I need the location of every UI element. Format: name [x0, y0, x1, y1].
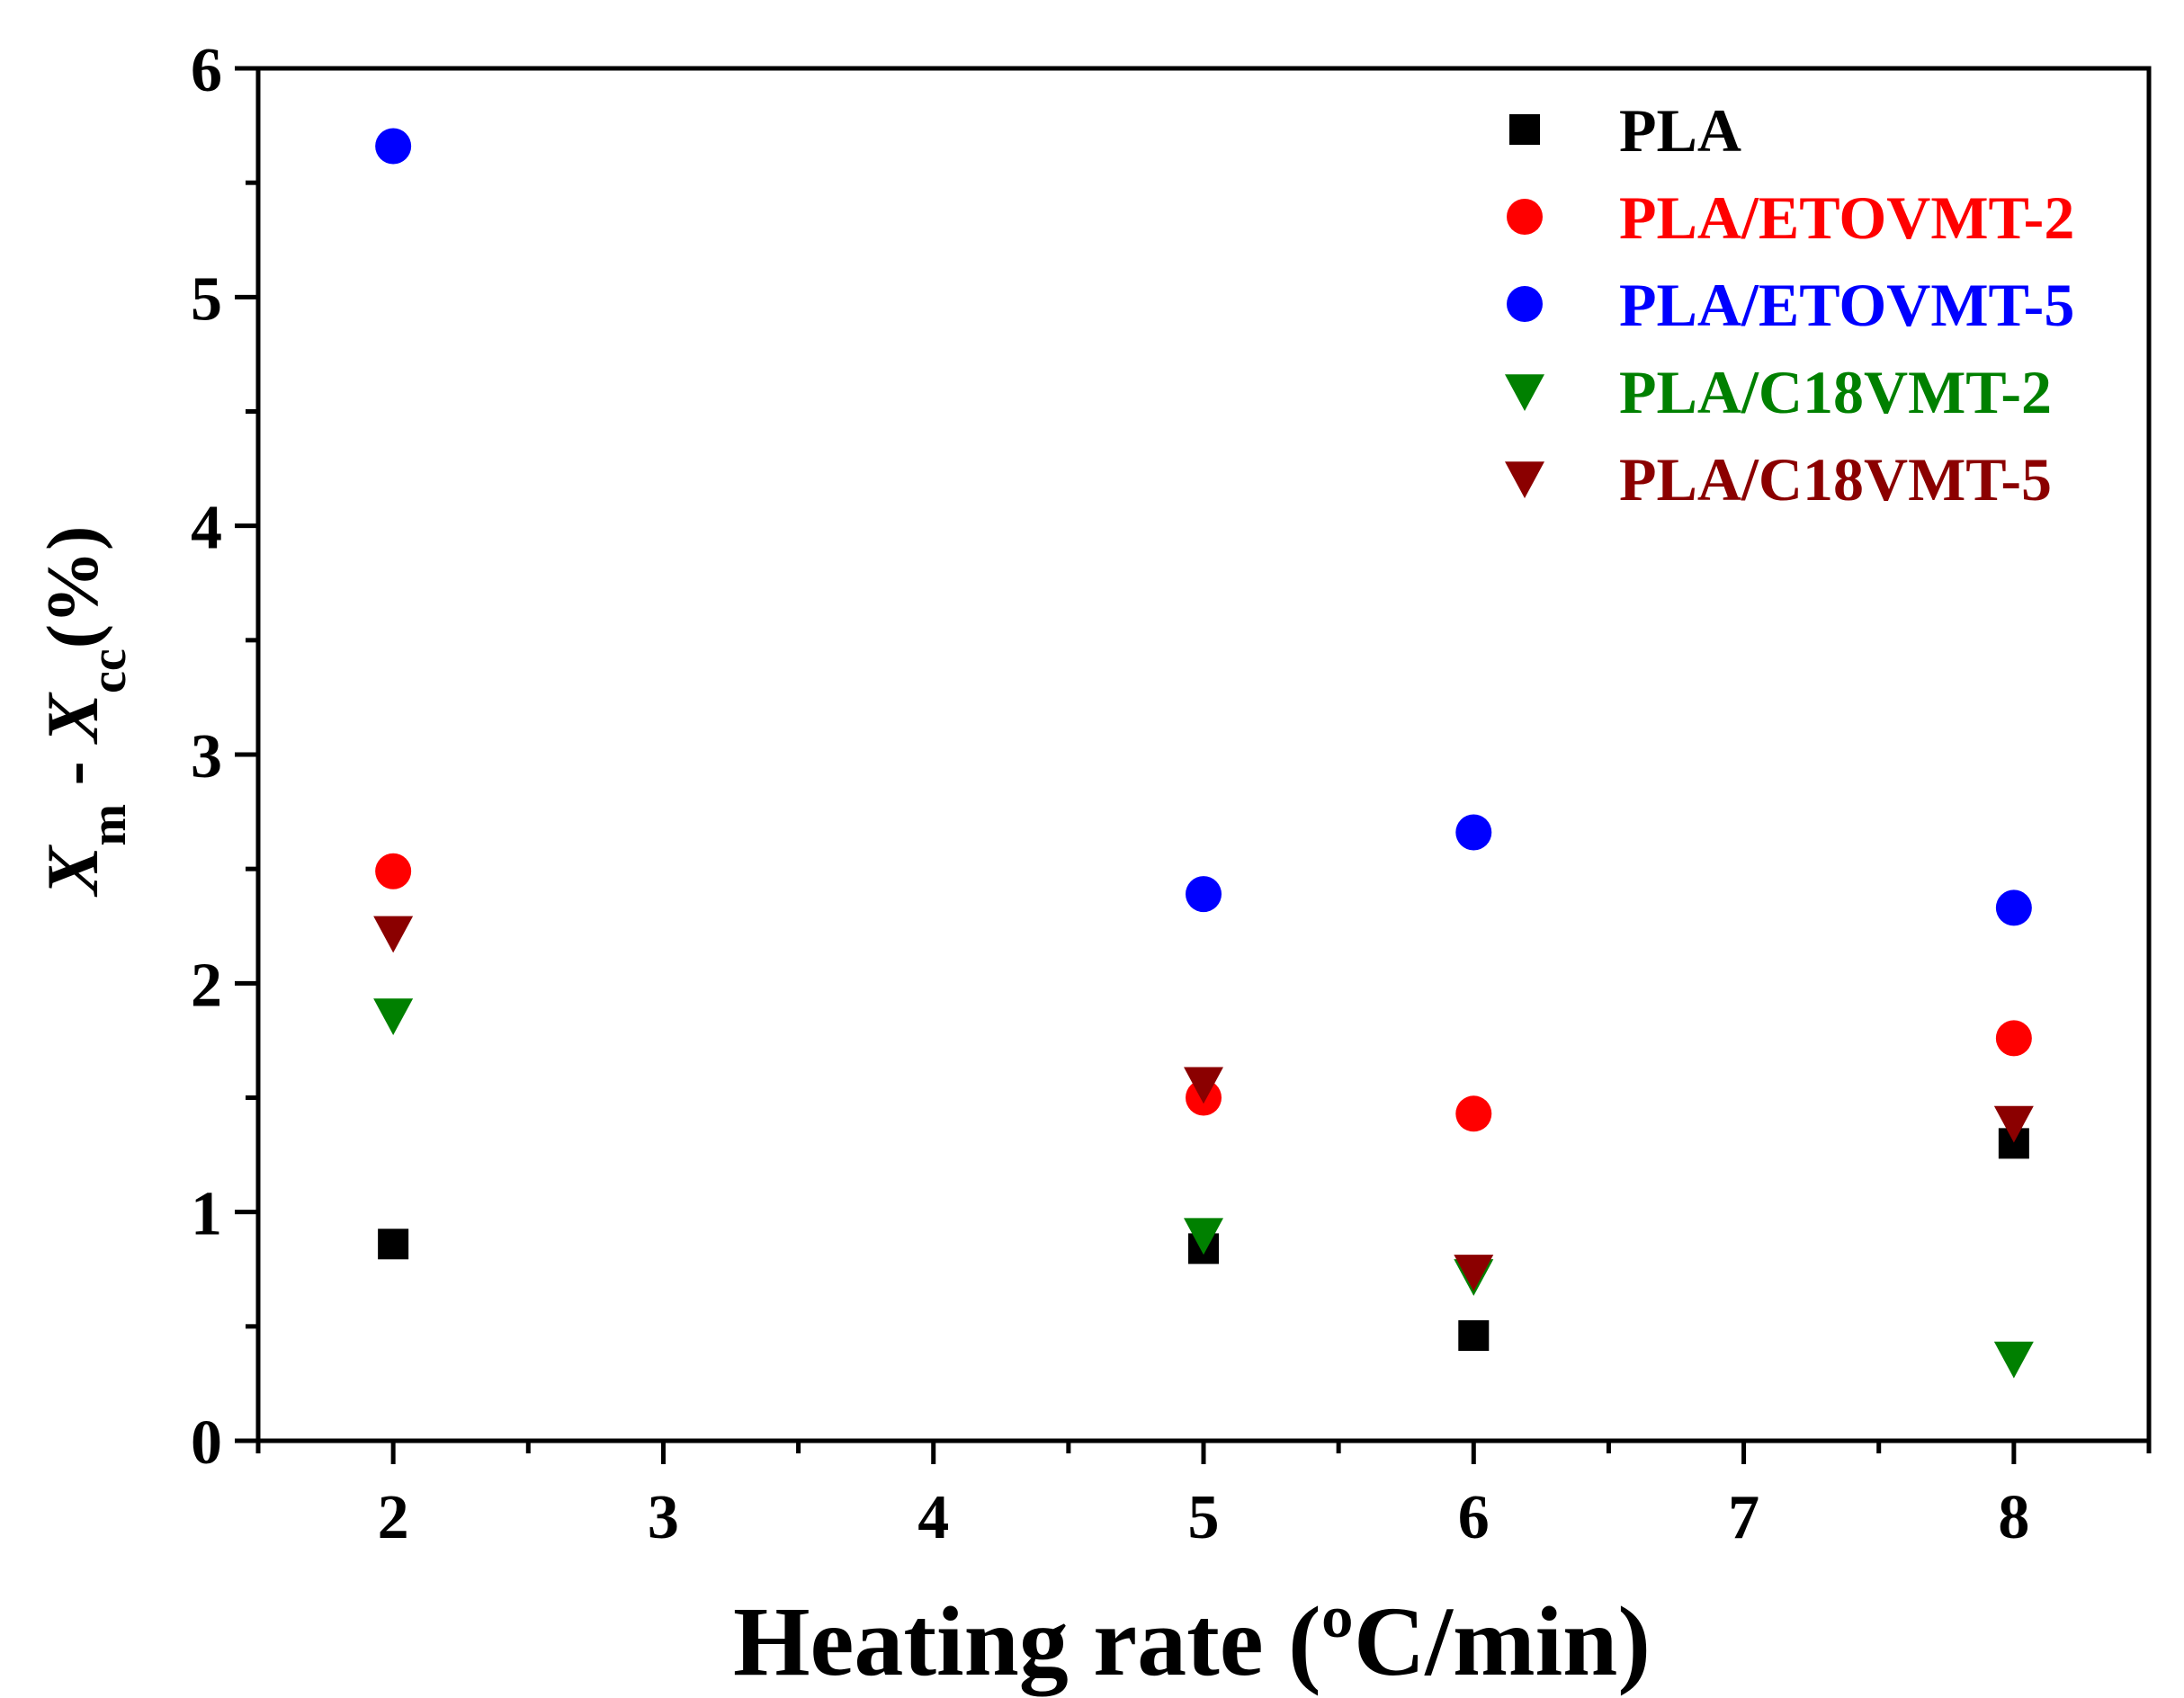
y-axis-title: Xm - Xcc(%)	[31, 526, 137, 898]
x-tick-label: 4	[917, 1483, 949, 1552]
y-title-x2: X	[31, 692, 113, 746]
legend-label: PLA/C18VMT-5	[1619, 445, 2052, 514]
data-point	[378, 1229, 409, 1260]
legend-marker	[1505, 374, 1544, 411]
legend-label: PLA/ETOVMT-5	[1619, 271, 2074, 339]
legend-label: PLA/ETOVMT-2	[1619, 183, 2074, 252]
y-tick-label: 2	[191, 951, 222, 1020]
y-tick-label: 0	[191, 1408, 222, 1478]
legend-label: PLA	[1619, 96, 1741, 165]
y-title-x1: X	[31, 844, 113, 898]
x-tick-label: 3	[648, 1483, 679, 1552]
x-tick-label: 8	[1998, 1483, 2029, 1552]
data-point	[1454, 1255, 1494, 1291]
y-title-separator: -	[31, 743, 113, 804]
x-tick-label: 7	[1728, 1483, 1759, 1552]
data-point	[1458, 1320, 1490, 1352]
legend-marker	[1509, 114, 1540, 145]
data-point	[373, 916, 414, 953]
data-point	[1993, 1341, 2034, 1379]
legend-marker	[1505, 461, 1544, 498]
data-point	[1995, 889, 2032, 926]
y-title-sub-cc: cc	[81, 648, 137, 693]
data-point	[373, 998, 414, 1035]
data-point	[375, 853, 412, 889]
data-point	[1184, 1218, 1223, 1256]
y-title-unit: (%)	[31, 526, 113, 649]
y-tick-label: 3	[191, 722, 222, 791]
axis-ticks	[235, 66, 2152, 1464]
x-tick-label: 2	[378, 1483, 409, 1552]
legend-marker	[1507, 199, 1543, 235]
y-tick-label: 5	[191, 264, 222, 334]
data-points	[373, 128, 2034, 1379]
tick-labels: 2 3 4 5 6 7 8 0 1 2 3 4 5 6	[191, 36, 2029, 1552]
data-point	[1455, 1095, 1492, 1132]
y-tick-label: 4	[191, 494, 222, 563]
data-point	[1184, 1067, 1223, 1104]
data-point	[375, 128, 412, 165]
x-tick-label: 5	[1188, 1483, 1220, 1552]
data-point	[1993, 1105, 2034, 1143]
data-point	[1186, 876, 1222, 913]
y-tick-label: 6	[191, 36, 222, 105]
data-point	[1455, 814, 1492, 851]
data-point	[1995, 1020, 2032, 1057]
legend-label: PLA/C18VMT-2	[1619, 358, 2052, 426]
y-tick-label: 1	[191, 1180, 222, 1249]
legend: PLA PLA/ETOVMT-2 PLA/ETOVMT-5 PLA/C18VMT-2 P…	[1505, 96, 2074, 514]
legend-marker	[1507, 286, 1543, 322]
x-tick-label: 6	[1458, 1483, 1490, 1552]
y-title-sub-m: m	[81, 804, 137, 846]
x-axis-title: Heating rate (ºC/min)	[733, 1586, 1651, 1696]
